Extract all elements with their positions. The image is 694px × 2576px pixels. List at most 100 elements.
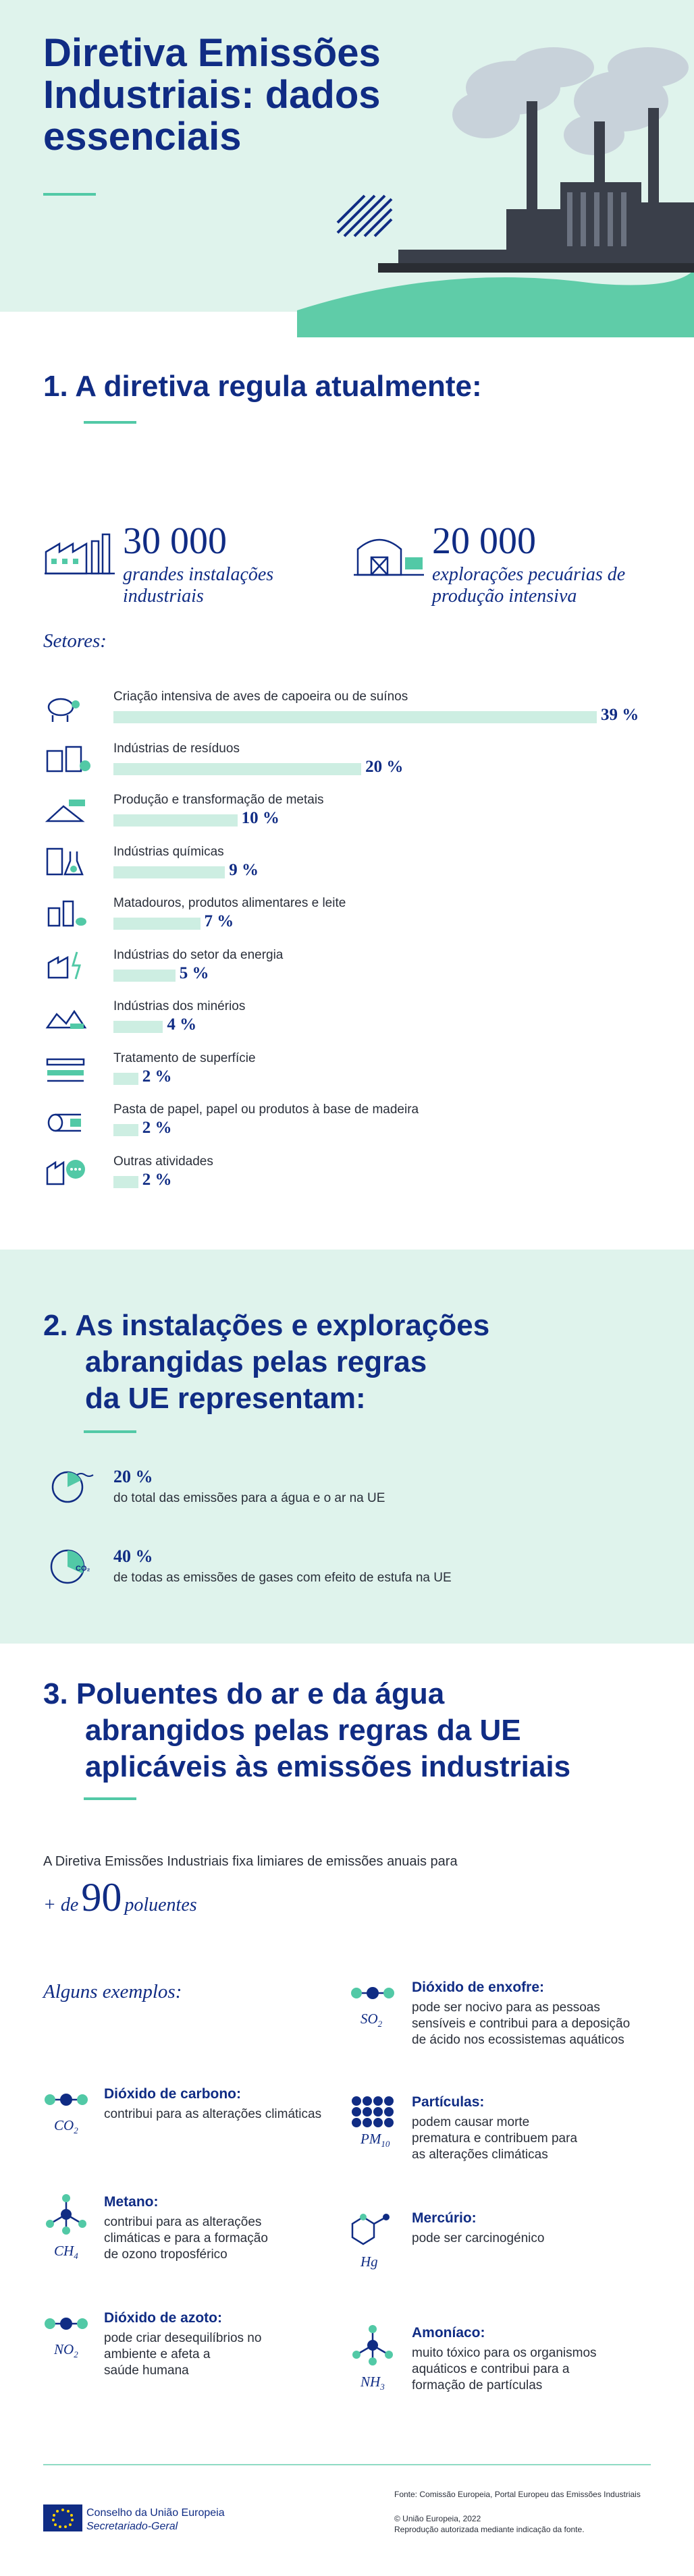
sector-pct: 7 % xyxy=(204,912,234,930)
factory-illustration xyxy=(297,47,694,337)
sector-bar xyxy=(113,1175,138,1188)
section3-heading-line3: aplicáveis às emissões industriais xyxy=(85,1750,571,1783)
eu-council-logo xyxy=(43,2504,82,2531)
hero-banner: Diretiva Emissões Industriais: dados ess… xyxy=(0,0,694,337)
sector-pct: 2 % xyxy=(142,1067,172,1086)
sector-name: Indústrias do setor da energia xyxy=(113,947,284,962)
pollutant-title: Partículas: xyxy=(412,2094,485,2110)
sector-bar xyxy=(113,969,176,982)
section3-heading-line2: abrangidos pelas regras da UE xyxy=(85,1714,521,1747)
pollutant-formula: CO2 xyxy=(54,2117,78,2136)
sector-pct: 9 % xyxy=(229,860,259,879)
sector-row: Produção e transformação de metais 10 % xyxy=(43,790,658,837)
stat-pct-2: 40 % xyxy=(113,1546,153,1566)
sector-name: Matadouros, produtos alimentares e leite xyxy=(113,896,346,910)
sector-bar xyxy=(113,918,201,930)
sector-row: Indústrias de resíduos 20 % xyxy=(43,739,658,786)
sector-pct: 20 % xyxy=(365,757,404,776)
pollutant-desc: pode ser carcinogénico xyxy=(412,2231,545,2245)
footer-divider xyxy=(43,2464,651,2465)
metal-icon xyxy=(43,790,97,831)
nh3-molecule-icon xyxy=(350,2325,398,2370)
pollutant-desc: contribui para as alterações climáticas e… xyxy=(104,2215,268,2262)
pollutant-formula: PM10 xyxy=(361,2131,390,2150)
sector-name: Indústrias dos minérios xyxy=(113,999,246,1013)
title-underline xyxy=(43,193,96,196)
barn-icon xyxy=(354,538,424,576)
sector-row: Indústrias do setor da energia 5 % xyxy=(43,945,658,992)
section2-panel: 2. As instalações e explorações abrangid… xyxy=(0,1250,694,1644)
page-title: Diretiva Emissões Industriais: dados ess… xyxy=(43,31,381,159)
section1-underline xyxy=(84,421,136,424)
stat-text-1: do total das emissões para a água e o ar… xyxy=(113,1491,385,1505)
sector-name: Pasta de papel, papel ou produtos à base… xyxy=(113,1102,419,1117)
pollutant-formula: Hg xyxy=(361,2253,378,2270)
pollutant-desc: pode criar desequilíbrios no ambiente e a… xyxy=(104,2331,262,2378)
installations-label: grandes instalações industriais xyxy=(123,564,274,607)
pollutant-title: Mercúrio: xyxy=(412,2210,477,2226)
farms-label: explorações pecuárias de produção intens… xyxy=(432,564,626,607)
section1-heading: 1. A diretiva regula atualmente: xyxy=(43,370,482,403)
svg-text:CO₂: CO₂ xyxy=(76,1565,90,1573)
sector-bar xyxy=(113,1072,138,1085)
sector-pct: 2 % xyxy=(142,1119,172,1137)
section2-heading: 2. As instalações e explorações abrangid… xyxy=(43,1308,489,1417)
footer-copyright: © União Europeia, 2022 xyxy=(394,2514,481,2523)
sector-pct: 4 % xyxy=(167,1015,197,1034)
sector-row: Matadouros, produtos alimentares e leite… xyxy=(43,893,658,941)
sector-pct: 5 % xyxy=(179,963,209,982)
sector-name: Indústrias químicas xyxy=(113,844,224,859)
no2-molecule-icon xyxy=(43,2310,92,2355)
paper-wood-icon xyxy=(43,1100,97,1140)
pollutant-formula: SO2 xyxy=(361,2011,383,2029)
plus-de: + de xyxy=(43,1895,79,1915)
sector-row: Indústrias dos minérios 4 % xyxy=(43,997,658,1044)
sector-bar xyxy=(113,814,238,827)
pollutant-desc: muito tóxico para os organismos aquáticos… xyxy=(412,2346,597,2392)
particles-icon xyxy=(350,2094,398,2139)
pollutant-title: Amoníaco: xyxy=(412,2325,485,2341)
sector-name: Tratamento de superfície xyxy=(113,1051,256,1065)
section2-heading-line1: 2. As instalações e explorações xyxy=(43,1309,490,1342)
minerals-icon xyxy=(43,997,97,1037)
energy-icon xyxy=(43,945,97,986)
surface-treatment-icon xyxy=(43,1048,97,1089)
co2-pie-icon: CO₂ xyxy=(50,1549,90,1584)
examples-heading: Alguns exemplos: xyxy=(43,1981,182,2003)
food-icon xyxy=(43,893,97,934)
section3-underline xyxy=(84,1797,136,1800)
pollutant-desc: podem causar morte prematura e contribuem… xyxy=(412,2115,578,2162)
other-activities-icon xyxy=(43,1152,97,1192)
factory-icon xyxy=(45,533,115,575)
sector-row: Criação intensiva de aves de capoeira ou… xyxy=(43,687,658,734)
pollutant-formula: CH4 xyxy=(54,2243,78,2262)
mercury-molecule-icon xyxy=(350,2210,398,2256)
farms-number: 20 000 xyxy=(432,520,536,562)
pollutants-intro: A Diretiva Emissões Industriais fixa lim… xyxy=(43,1854,458,1869)
sector-row: Pasta de papel, papel ou produtos à base… xyxy=(43,1100,658,1147)
pollutant-title: Dióxido de enxofre: xyxy=(412,1980,545,1995)
pollutant-desc: contribui para as alterações climáticas xyxy=(104,2107,322,2121)
co2-molecule-icon xyxy=(43,2086,92,2131)
sector-name: Indústrias de resíduos xyxy=(113,741,240,756)
footer-sub: Secretariado-Geral xyxy=(86,2521,178,2532)
pollutant-title: Dióxido de carbono: xyxy=(104,2086,242,2102)
section2-heading-line3: da UE representam: xyxy=(85,1382,366,1415)
sector-name: Produção e transformação de metais xyxy=(113,793,324,807)
pollutants-count-line: + de 90 poluentes xyxy=(43,1874,197,1921)
stat-text-2: de todas as emissões de gases com efeito… xyxy=(113,1571,452,1585)
sector-pct: 2 % xyxy=(142,1170,172,1189)
sectors-heading: Setores: xyxy=(43,630,107,652)
poultry-pig-icon xyxy=(43,687,97,727)
sector-bar xyxy=(113,762,362,775)
sector-row: Outras atividades 2 % xyxy=(43,1152,658,1199)
footer-reproduction: Reprodução autorizada mediante indicação… xyxy=(394,2525,585,2534)
ch4-molecule-icon xyxy=(43,2194,92,2239)
pollutant-title: Metano: xyxy=(104,2194,159,2210)
pollutants-word: poluentes xyxy=(124,1895,197,1915)
footer-source: Fonte: Comissão Europeia, Portal Europeu… xyxy=(394,2490,641,2499)
sector-bar xyxy=(113,866,225,878)
sector-bar xyxy=(113,1021,163,1033)
section2-heading-line2: abrangidas pelas regras xyxy=(85,1345,427,1378)
installations-number: 30 000 xyxy=(123,520,227,562)
